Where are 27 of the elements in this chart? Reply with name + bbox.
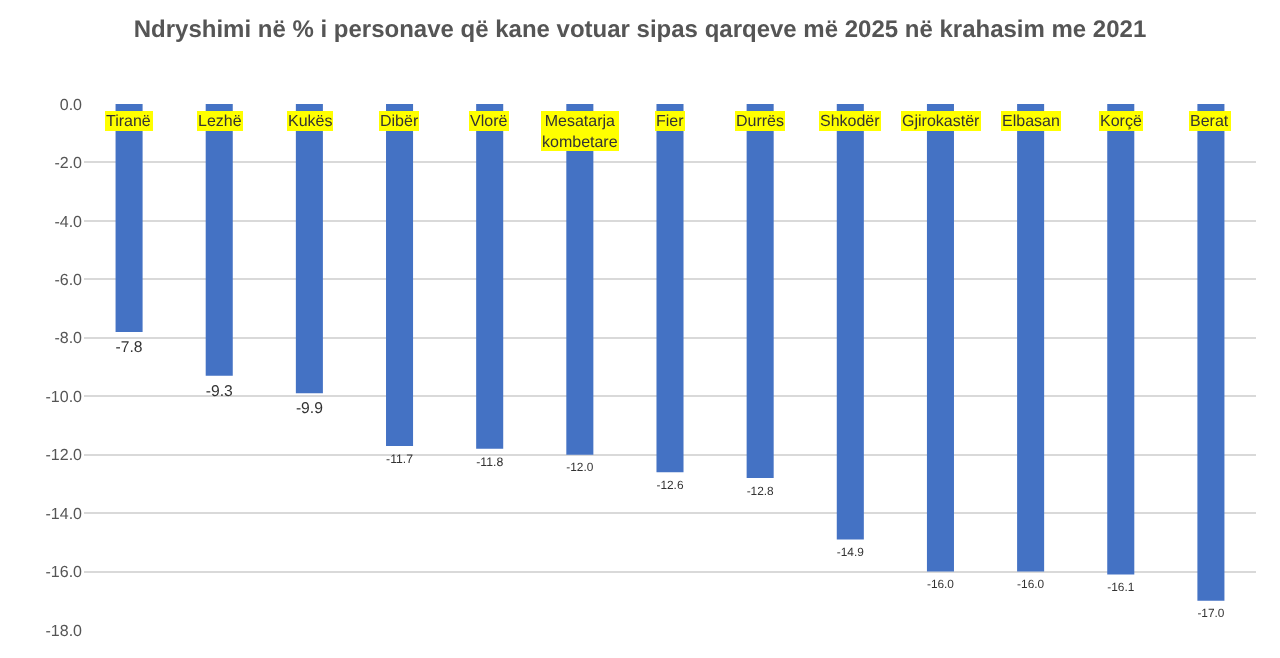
x-tick-label: Shkodër bbox=[820, 112, 881, 130]
y-tick-label: -6.0 bbox=[54, 270, 84, 289]
y-tick-label: -8.0 bbox=[54, 329, 84, 348]
data-label: -9.3 bbox=[205, 381, 234, 400]
y-tick-label: -16.0 bbox=[45, 563, 84, 582]
y-tick-label: 0.0 bbox=[59, 95, 84, 114]
x-tick-label: Korçë bbox=[1100, 112, 1143, 130]
y-tick-label: -2.0 bbox=[54, 154, 84, 173]
x-tick-label: Gjirokastër bbox=[902, 112, 981, 130]
x-tick-label: Berat bbox=[1190, 112, 1230, 130]
x-tick-label: Kukës bbox=[288, 112, 333, 130]
x-tick-label: Dibër bbox=[380, 112, 419, 130]
x-tick-label: Durrës bbox=[736, 112, 785, 130]
chart-title: Ndryshimi në % i personave që kane votuar sipas qarqeve më 2025 në krahasim me 2021 bbox=[133, 14, 1147, 43]
y-tick-label: -18.0 bbox=[45, 621, 84, 640]
x-tick-label: Fier bbox=[656, 112, 685, 130]
y-tick-label: -10.0 bbox=[45, 387, 84, 406]
data-label: -7.8 bbox=[115, 337, 144, 356]
y-tick-label: -12.0 bbox=[45, 446, 84, 465]
x-tick-label: Elbasan bbox=[1002, 112, 1060, 130]
y-tick-label: -4.0 bbox=[54, 212, 84, 231]
data-label: -9.9 bbox=[295, 399, 323, 418]
x-tick-label: Tiranë bbox=[106, 112, 152, 130]
x-tick-label: Mesatarja kombetare bbox=[542, 112, 619, 151]
x-tick-label: Lezhë bbox=[198, 112, 243, 130]
x-tick-label: Vlorë bbox=[470, 112, 509, 130]
y-tick-label: -14.0 bbox=[45, 504, 84, 523]
